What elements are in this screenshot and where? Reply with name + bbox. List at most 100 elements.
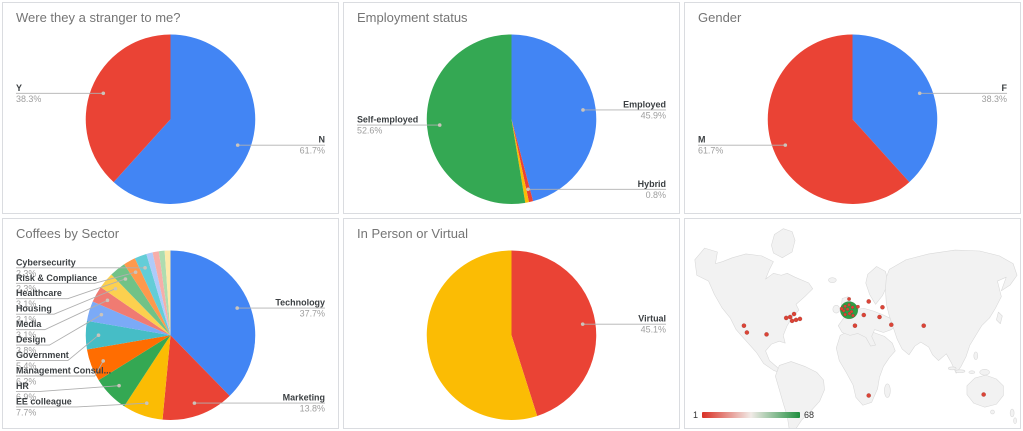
geo-map-chart[interactable] [685,219,1020,429]
pie-slice[interactable] [767,34,910,204]
leader-dot [105,298,110,302]
map-marker[interactable] [921,322,927,328]
map-marker[interactable] [791,311,797,316]
slice-label: M [698,135,705,145]
pie-slice[interactable] [511,119,534,203]
map-marker[interactable] [851,313,855,317]
label-leader-line [15,299,108,330]
map-markers-layer [741,296,987,398]
map-marker[interactable] [843,303,847,308]
leader-dot [113,286,118,291]
pie-slice[interactable] [124,334,171,420]
slice-percentage: 52.6% [357,126,382,136]
map-marker[interactable] [764,331,769,337]
slice-percentage: 37.7% [300,308,325,318]
map-marker[interactable] [855,304,860,309]
panel-geo-map: 1 68 [684,217,1021,429]
map-marker[interactable] [852,322,858,328]
pie-slice[interactable] [426,34,526,204]
slice-label: F [1002,83,1008,93]
leader-dot [235,143,240,147]
slice-label: Housing [16,303,52,313]
slice-percentage: 61.7% [698,146,723,156]
map-marker[interactable] [839,306,844,311]
pie-slice[interactable] [86,334,171,380]
leader-dot [581,108,585,112]
slice-percentage: 6.9% [16,391,36,401]
map-marker[interactable] [793,316,799,322]
pie-slice[interactable] [852,34,938,183]
map-marker[interactable] [880,304,885,310]
gender-pie-chart[interactable]: M61.7% F38.3% [685,3,1020,213]
label-leader-line [15,313,102,346]
label-leader-line [15,287,116,315]
map-marker[interactable] [783,315,789,320]
map-marker[interactable] [847,302,851,307]
map-marker[interactable] [847,311,852,315]
pie-slice[interactable] [164,249,171,335]
pie-slice[interactable] [158,250,171,335]
pie-slice[interactable] [511,34,597,202]
pie-slice[interactable] [113,34,256,204]
pie-slice[interactable] [511,249,597,416]
map-marker[interactable] [877,314,882,319]
leader-dot [580,321,585,326]
map-marker[interactable] [847,296,852,301]
pie-slice[interactable] [511,119,529,203]
panel-stranger-pie: Were they a stranger to me? Y 38.3% N 61.7% [2,2,339,214]
map-marker[interactable] [845,306,850,311]
slice-percentage: 5.4% [16,361,36,371]
map-marker[interactable] [741,322,747,328]
leader-dot [192,400,197,405]
pie-slice[interactable] [124,257,171,335]
leader-dot [235,305,239,310]
pie-slice[interactable] [86,301,171,335]
pie-slice[interactable] [134,253,171,335]
map-marker[interactable] [850,304,855,309]
chart-title: Coffees by Sector [16,225,120,241]
map-marker[interactable] [787,314,793,319]
stranger-pie-chart[interactable]: Y38.3% N61.7% [3,3,338,213]
slice-percentage: 38.3% [16,94,41,104]
leader-dot [101,358,105,363]
map-marker[interactable] [789,317,795,323]
pie-slice[interactable] [85,34,171,183]
pie-slice[interactable] [170,249,256,396]
slice-percentage: 61.7% [300,146,325,156]
chart-title: Gender [698,10,742,25]
world-landmass [694,227,1018,428]
label-leader-line [15,384,120,392]
panel-employment-pie: Employment status Self-employed 52.6% Empl… [343,2,680,214]
slice-label: HR [16,380,29,390]
pie-slice[interactable] [152,250,171,335]
slice-label: Risk & Compliance [16,272,97,282]
map-marker[interactable] [981,391,987,397]
pie-slice[interactable] [111,263,171,335]
leader-dot [133,269,138,274]
slice-label: Government [16,350,69,360]
slice-percentage: 7.7% [16,407,36,417]
panel-mode-pie: In Person or Virtual Virtual 45.1% [343,217,680,429]
pie-slice[interactable] [146,251,171,335]
pie-slice[interactable] [162,334,230,420]
slice-label: EE colleague [16,396,72,406]
legend-gradient-bar [702,412,801,418]
map-marker[interactable] [888,321,894,327]
pie-slice[interactable] [85,320,171,350]
map-marker[interactable] [866,392,872,398]
pie-slice[interactable] [98,334,171,406]
map-marker[interactable] [866,298,872,304]
map-marker[interactable] [744,329,750,335]
label-leader-line [15,402,147,407]
map-marker[interactable] [849,309,854,313]
pie-slice[interactable] [100,274,171,335]
map-marker[interactable] [843,312,847,316]
map-marker[interactable] [861,312,867,317]
slice-label: Self-employed [357,115,418,125]
pie-slice[interactable] [92,286,171,335]
pie-slice[interactable] [426,249,538,420]
map-marker[interactable] [797,316,803,321]
